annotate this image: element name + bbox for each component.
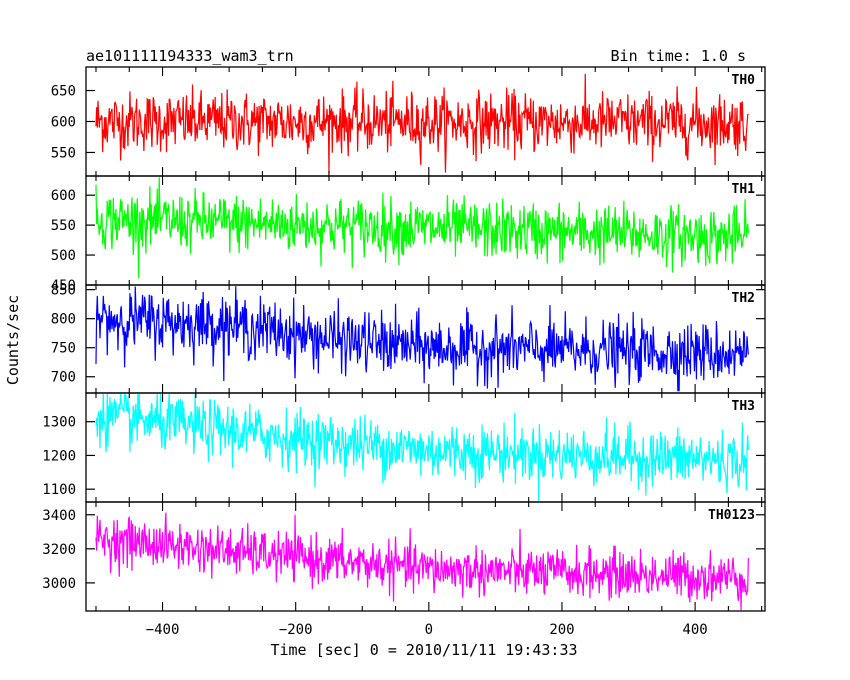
panel-th3: 1100 1200 1300 TH3 [42,392,766,503]
series-label-th2: TH2 [732,291,755,306]
y-tick-label: 850 [51,283,76,299]
y-tick-label: 550 [51,218,76,234]
y-tick-label: 600 [51,188,76,204]
panel-th0123: 3000 3200 3400 TH0123 [42,501,766,612]
y-tick-label: 1200 [42,448,76,464]
panel-frame [85,501,766,612]
y-tick-label: 3400 [42,508,76,524]
y-tick-label: 550 [51,145,76,161]
lightcurve-th3 [95,393,749,501]
y-tick-label: 3000 [42,576,76,592]
x-tick-label: 400 [682,622,707,638]
y-tick-label: 450 [51,278,76,294]
x-tick-label: −400 [146,622,180,638]
y-tick-label: 700 [51,370,76,386]
lightcurve-th2 [95,286,749,392]
panel-th0: 550 600 650 TH0 [51,66,766,177]
y-tick-label: 500 [51,248,76,264]
y-tick-label: 800 [51,312,76,328]
bin-time-label: Bin time: 1.0 s [611,47,746,65]
x-tick-label: −200 [279,622,313,638]
series-label-th0123: TH0123 [708,508,755,523]
y-axis-label: Counts/sec [4,295,22,385]
y-tick-label: 3200 [42,542,76,558]
lightcurve-th0 [95,73,749,174]
series-label-th1: TH1 [732,182,756,197]
y-tick-label: 600 [51,115,76,131]
panel-frame [85,392,766,503]
y-tick-label: 1300 [42,415,76,431]
y-tick-label: 1100 [42,482,76,498]
y-tick-label: 650 [51,84,76,100]
lightcurve-th0123 [95,512,749,611]
y-tick-label: 750 [51,341,76,357]
series-label-th0: TH0 [732,73,756,88]
panel-th2: 700 750 800 850 TH2 [51,283,766,394]
panel-th1: 450 500 550 600 TH1 [51,175,766,294]
x-axis-label: Time [sec] 0 = 2010/11/11 19:43:33 [270,641,577,659]
x-tick-label: 0 [425,622,433,638]
lightcurve-th1 [95,177,749,279]
series-label-th3: TH3 [732,399,755,414]
chart-title: ae101111194333_wam3_trn [86,47,294,65]
panels-group: 550 600 650 TH0 450 500 550 600 TH1 700 750 800 850 T… [42,66,766,638]
x-tick-label: 200 [549,622,574,638]
